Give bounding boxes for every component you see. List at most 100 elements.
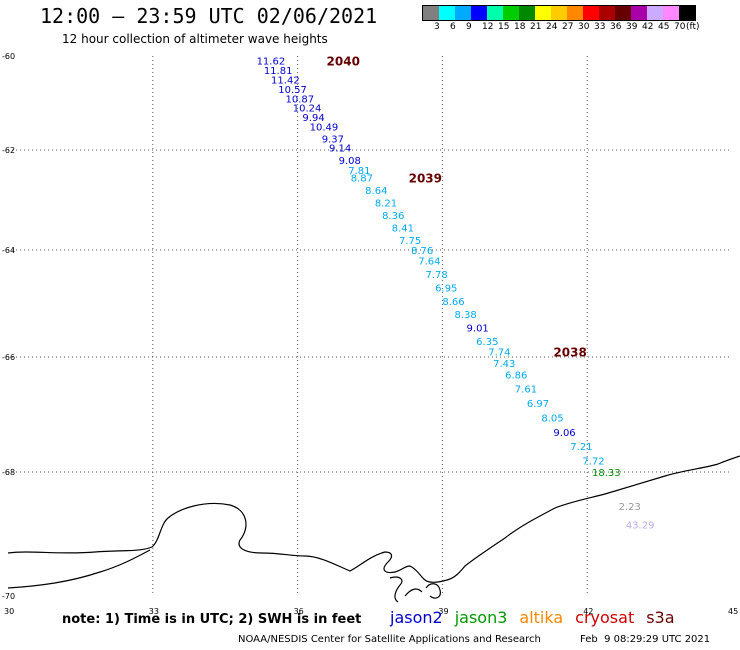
wave-height-label: 9.06 bbox=[553, 428, 575, 439]
wave-height-label: 11.42 bbox=[271, 76, 300, 87]
wave-height-label: 7.78 bbox=[426, 270, 448, 281]
wave-height-label: 8.64 bbox=[365, 186, 387, 197]
wave-height-label: 6.97 bbox=[527, 399, 549, 410]
lat-tick-label: -70 bbox=[2, 592, 15, 601]
coastline-islands bbox=[7, 549, 441, 603]
page-title: 12:00 – 23:59 UTC 02/06/2021 bbox=[40, 4, 378, 28]
colorbar-label: 27 bbox=[562, 22, 574, 32]
pass-labels: 2040 2039 2038 bbox=[327, 55, 587, 360]
colorbar-swatch bbox=[423, 6, 439, 20]
wave-height-label: 11.62 bbox=[257, 57, 286, 68]
lat-tick-label: -68 bbox=[2, 468, 15, 477]
footer-credit: NOAA/NESDIS Center for Satellite Applica… bbox=[238, 634, 541, 645]
wave-height-label: 9.14 bbox=[329, 144, 351, 155]
lon-tick-label: 36 bbox=[294, 607, 304, 616]
wave-height-label: 8.05 bbox=[541, 413, 563, 424]
pass-label: 2040 bbox=[327, 55, 360, 69]
wave-height-label: 8.38 bbox=[454, 310, 476, 321]
colorbar-label: 15 bbox=[498, 22, 510, 32]
wave-height-label: 7.43 bbox=[493, 359, 515, 370]
observation-labels: 11.6211.8111.4210.5710.8710.249.9410.499… bbox=[257, 57, 655, 532]
wave-height-label: 9.01 bbox=[467, 324, 489, 335]
mission-legend-item: cryosat bbox=[575, 608, 635, 627]
wave-height-label: 6.86 bbox=[505, 370, 527, 381]
colorbar-swatch bbox=[535, 6, 551, 20]
colorbar-label: 30 bbox=[578, 22, 590, 32]
axis-labels: -60 -62 -64 -66 -68 -70 30 33 36 39 42 45 bbox=[2, 52, 738, 616]
mission-legend-item: altika bbox=[519, 608, 564, 627]
footer-timestamp: Feb 9 08:29:29 UTC 2021 bbox=[580, 634, 711, 645]
footer-note: note: 1) Time is in UTC; 2) SWH is in fe… bbox=[62, 612, 362, 627]
colorbar-swatch bbox=[519, 6, 535, 20]
wave-height-label: 7.75 bbox=[399, 236, 421, 247]
wave-height-label: 10.57 bbox=[278, 85, 307, 96]
colorbar-label: 36 bbox=[610, 22, 622, 32]
lon-tick-label: 33 bbox=[149, 607, 159, 616]
colorbar-label: 70 bbox=[674, 22, 686, 32]
coastline bbox=[7, 455, 740, 583]
colorbar-label: 3 bbox=[434, 22, 440, 32]
wave-height-label: 2.23 bbox=[619, 502, 641, 513]
wave-height-label: 7.61 bbox=[515, 385, 537, 396]
colorbar-label: 18 bbox=[514, 22, 526, 32]
wave-height-label: 8.36 bbox=[382, 211, 404, 222]
colorbar-label: 12 bbox=[482, 22, 494, 32]
wave-height-label: 9.94 bbox=[302, 113, 324, 124]
colorbar-swatch bbox=[663, 6, 679, 20]
wave-height-label: 43.29 bbox=[626, 521, 655, 532]
mission-legend-item: jason2 bbox=[390, 608, 443, 627]
colorbar-label: (ft) bbox=[686, 22, 700, 32]
colorbar-label: 6 bbox=[450, 22, 456, 32]
colorbar-swatch bbox=[503, 6, 519, 20]
colorbar-swatch bbox=[455, 6, 471, 20]
lon-tick-label: 39 bbox=[438, 607, 448, 616]
wave-height-label: 7.72 bbox=[582, 457, 604, 468]
lat-tick-label: -62 bbox=[2, 146, 15, 155]
colorbar-label: 45 bbox=[658, 22, 670, 32]
wave-height-label: 6.95 bbox=[435, 283, 457, 294]
colorbar-label: 42 bbox=[642, 22, 654, 32]
mission-legend-item: jason3 bbox=[454, 608, 508, 627]
lon-tick-label: 45 bbox=[728, 607, 738, 616]
colorbar-swatch bbox=[647, 6, 663, 20]
colorbar-label: 9 bbox=[466, 22, 472, 32]
page-subtitle: 12 hour collection of altimeter wave hei… bbox=[62, 32, 328, 46]
mission-legend: jason2 jason3 altika cryosat s3a bbox=[390, 608, 687, 627]
wave-height-label: 10.87 bbox=[286, 94, 315, 105]
colorbar-label: 33 bbox=[594, 22, 606, 32]
wave-height-label: 6.35 bbox=[476, 337, 498, 348]
wave-height-label: 9.08 bbox=[339, 156, 361, 167]
colorbar-swatch bbox=[551, 6, 567, 20]
wave-height-label: 10.24 bbox=[293, 104, 322, 115]
lat-tick-label: -60 bbox=[2, 52, 15, 61]
wave-height-label: 7.74 bbox=[488, 348, 510, 359]
colorbar-swatch bbox=[439, 6, 455, 20]
wave-height-label: 9.37 bbox=[322, 134, 344, 145]
wave-height-label: 11.81 bbox=[264, 66, 293, 77]
wave-height-colorbar bbox=[422, 5, 696, 21]
wave-height-label: 7.64 bbox=[418, 257, 440, 268]
lat-tick-label: -66 bbox=[2, 353, 15, 362]
lon-tick-label: 42 bbox=[583, 607, 593, 616]
wave-height-label: 8.87 bbox=[351, 174, 373, 185]
colorbar-swatch bbox=[631, 6, 647, 20]
colorbar-swatch bbox=[679, 6, 695, 20]
wave-height-label: 10.49 bbox=[310, 123, 339, 134]
pass-label: 2038 bbox=[553, 346, 586, 360]
wave-height-label: 7.81 bbox=[348, 166, 370, 177]
wave-height-label: 8.41 bbox=[392, 224, 414, 235]
colorbar-label: 24 bbox=[546, 22, 558, 32]
colorbar-label: 39 bbox=[626, 22, 638, 32]
colorbar-swatch bbox=[583, 6, 599, 20]
colorbar-swatch bbox=[487, 6, 503, 20]
colorbar-label: 21 bbox=[530, 22, 542, 32]
colorbar-swatch bbox=[567, 6, 583, 20]
wave-height-label: 7.21 bbox=[570, 442, 592, 453]
pass-label: 2039 bbox=[409, 172, 442, 186]
colorbar-swatch bbox=[615, 6, 631, 20]
colorbar-swatch bbox=[471, 6, 487, 20]
wave-height-label: 8.21 bbox=[375, 199, 397, 210]
mission-legend-item: s3a bbox=[646, 608, 675, 627]
colorbar-swatch bbox=[599, 6, 615, 20]
